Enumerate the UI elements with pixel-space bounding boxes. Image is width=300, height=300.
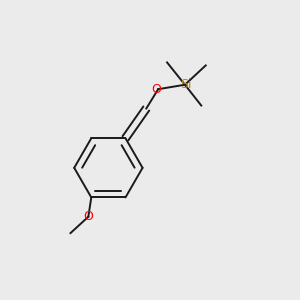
Text: O: O bbox=[152, 83, 162, 96]
Text: Si: Si bbox=[180, 78, 191, 91]
Text: O: O bbox=[83, 210, 93, 223]
